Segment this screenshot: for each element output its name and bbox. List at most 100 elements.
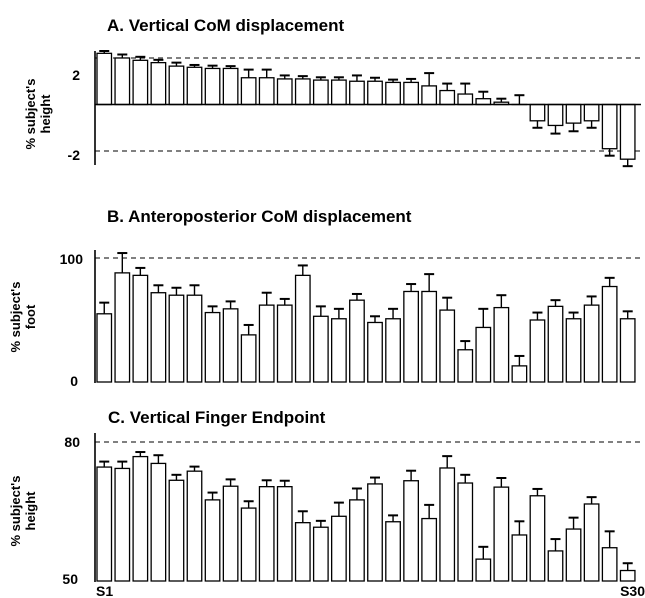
panel-b-bar-S12	[294, 274, 311, 383]
panel-b-bar-S11	[276, 304, 293, 383]
panel-a-bar-S25	[529, 103, 546, 122]
panel-b-bar-S29	[601, 285, 618, 383]
panel-c-bar-S15	[349, 499, 365, 582]
panel-a-bar-S27	[565, 103, 582, 124]
panel-c-bar-S9	[240, 507, 257, 582]
panel-b-bar-S23	[493, 306, 510, 383]
panel-c-bar-S12	[294, 522, 311, 582]
panel-c-bar-S1	[96, 466, 113, 582]
panel-b-bar-S26	[547, 305, 564, 383]
panel-b-bar-S6	[186, 294, 203, 383]
panel-c-ytick-bottom: 50	[62, 571, 78, 587]
x-label-last: S30	[620, 583, 645, 598]
panel-b-bar-S22	[475, 326, 492, 383]
panel-b-bar-S27	[565, 318, 582, 383]
panel-b-bar-S1	[96, 313, 113, 383]
panel-c-bar-S28	[583, 503, 600, 582]
panel-a-bar-S22	[475, 98, 492, 106]
panel-a-bar-S3	[132, 59, 149, 106]
panel-a-bars	[95, 50, 641, 168]
panel-a-bar-S16	[367, 80, 383, 106]
panel-c-bar-S18	[403, 480, 420, 582]
panel-a-bar-S9	[240, 77, 257, 106]
panel-c-bar-S16	[367, 483, 383, 582]
panel-a-bar-S30	[619, 103, 636, 160]
panel-c-bar-S7	[204, 499, 221, 582]
panel-a-bar-S2	[114, 57, 131, 106]
panel-c-bar-S25	[529, 495, 546, 582]
panel-b-bar-S20	[439, 309, 456, 383]
panel-b-bar-S28	[583, 304, 600, 383]
panel-b-ytick-bottom: 0	[70, 373, 78, 389]
panel-c-bar-S5	[168, 479, 185, 582]
panel-a-bar-S13	[312, 79, 329, 106]
panel-c-bar-S17	[385, 521, 401, 582]
panel-b-bar-S17	[385, 318, 401, 383]
panel-b-bar-S9	[240, 334, 257, 383]
x-label-first: S1	[96, 583, 113, 598]
panel-a-title: A. Vertical CoM displacement	[107, 16, 344, 35]
panel-a-bar-S12	[294, 78, 311, 106]
panel-c-bar-S29	[601, 547, 618, 582]
panel-c-bar-S23	[493, 486, 510, 582]
panel-a-bar-S6	[186, 66, 203, 106]
panel-c-bar-S20	[439, 467, 456, 582]
panel-c-bar-S22	[475, 558, 492, 582]
panel-b-bar-S16	[367, 321, 383, 383]
panel-b-bar-S13	[312, 315, 329, 383]
panel-b-bar-S8	[222, 308, 239, 383]
panel-c-ylabel-line1: % subject's	[8, 475, 23, 546]
panel-a-bar-S5	[168, 65, 185, 106]
panel-a-bar-S29	[601, 103, 618, 150]
panel-c-bars	[95, 441, 641, 582]
panel-c-bar-S11	[276, 486, 293, 582]
panel-c-bar-S3	[132, 455, 149, 582]
panel-b-ylabel-line2: foot	[23, 304, 38, 329]
panel-a-bar-S21	[457, 93, 474, 106]
panel-b-title: B. Anteroposterior CoM displacement	[107, 207, 412, 226]
panel-b-bar-S4	[150, 292, 167, 383]
panel-b-bar-S25	[529, 319, 546, 383]
panel-a: A. Vertical CoM displacement % subject's…	[23, 16, 641, 168]
panel-c-title: C. Vertical Finger Endpoint	[108, 408, 326, 427]
panel-a-ytick-top: 2	[72, 67, 80, 83]
panel-b-bar-S3	[132, 274, 149, 383]
panel-c-bar-S30	[619, 569, 636, 582]
panel-c-ytick-top: 80	[64, 434, 80, 450]
panel-c-bar-S26	[547, 550, 564, 582]
panel-a-bar-S26	[547, 103, 564, 127]
panel-c-bar-S6	[186, 470, 203, 582]
panel-a-bar-S17	[385, 81, 401, 106]
panel-b-bar-S5	[168, 294, 185, 383]
panel-b-bar-S18	[403, 290, 420, 383]
panel-c-bar-S24	[511, 534, 528, 582]
panel-b-ytick-top: 100	[60, 251, 84, 267]
panel-b-bar-S2	[114, 272, 131, 383]
panel-c-bar-S10	[258, 486, 275, 582]
panel-a-bar-S20	[439, 89, 456, 106]
panel-a-bar-S18	[403, 81, 420, 106]
panel-b-bar-S7	[204, 311, 221, 383]
panel-a-bar-S4	[150, 61, 167, 106]
panel-a-ylabel-line1: % subject's	[23, 78, 38, 149]
panel-b-bars	[95, 252, 641, 383]
panel-a-bar-S7	[204, 67, 221, 106]
panel-b-bar-S19	[421, 290, 438, 383]
panel-c-bar-S8	[222, 485, 239, 582]
panel-a-bar-S15	[349, 80, 365, 106]
panel-a-bar-S11	[276, 78, 293, 106]
panel-b: B. Anteroposterior CoM displacement % su…	[8, 207, 641, 389]
panel-a-bar-S14	[330, 79, 347, 106]
panel-c-bar-S2	[114, 467, 131, 582]
panel-b-bar-S21	[457, 349, 474, 383]
panel-c-bar-S21	[457, 482, 474, 582]
panel-c-bar-S19	[421, 517, 438, 582]
panel-a-bar-S8	[222, 67, 239, 106]
panel-c-bar-S14	[330, 515, 347, 582]
panel-c-bar-S4	[150, 462, 167, 582]
panel-a-bar-S28	[583, 103, 600, 122]
panel-a-bar-S10	[258, 77, 275, 106]
panel-b-bar-S10	[258, 304, 275, 383]
panel-c-ylabel-line2: height	[23, 491, 38, 531]
